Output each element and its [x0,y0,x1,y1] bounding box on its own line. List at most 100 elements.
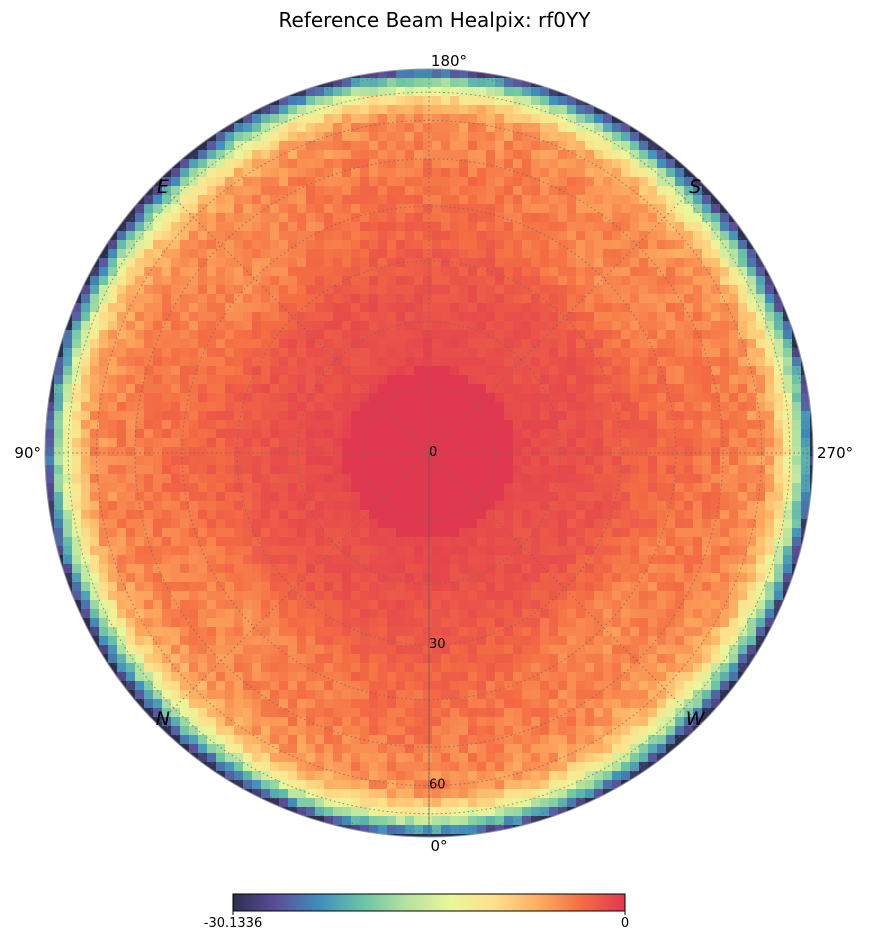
beam-pixel [747,519,757,529]
beam-pixel [576,429,586,439]
beam-pixel [477,195,487,205]
beam-pixel [387,510,397,520]
beam-pixel [531,600,541,610]
beam-pixel [513,555,523,565]
beam-pixel [315,123,325,133]
beam-pixel [63,393,73,403]
beam-pixel [693,645,703,655]
beam-pixel [261,240,271,250]
beam-pixel [594,285,604,295]
beam-pixel [297,339,307,349]
beam-pixel [225,231,235,241]
beam-pixel [720,438,730,448]
beam-pixel [90,546,100,556]
beam-pixel [594,276,604,286]
beam-pixel [495,609,505,619]
beam-pixel [441,645,451,655]
beam-pixel [99,267,109,277]
beam-pixel [549,537,559,547]
beam-pixel [360,249,370,259]
beam-pixel [486,654,496,664]
beam-pixel [126,420,136,430]
beam-pixel [153,456,163,466]
beam-pixel [639,627,649,637]
beam-pixel [747,321,757,331]
beam-pixel [369,375,379,385]
beam-pixel [333,411,343,421]
beam-pixel [810,384,813,394]
beam-pixel [162,663,172,673]
beam-pixel [522,258,532,268]
beam-pixel [90,429,100,439]
beam-pixel [486,168,496,178]
beam-pixel [603,240,613,250]
beam-pixel [288,618,298,628]
beam-pixel [360,672,370,682]
beam-pixel [180,528,190,538]
beam-pixel [414,150,424,160]
beam-pixel [225,384,235,394]
beam-pixel [594,483,604,493]
beam-pixel [288,672,298,682]
beam-pixel [126,429,136,439]
beam-pixel [126,348,136,358]
beam-pixel [522,627,532,637]
beam-pixel [117,609,127,619]
beam-pixel [162,429,172,439]
beam-pixel [450,330,460,340]
beam-pixel [117,672,127,682]
beam-pixel [324,609,334,619]
beam-pixel [360,321,370,331]
beam-pixel [513,276,523,286]
beam-pixel [711,357,721,367]
beam-pixel [180,420,190,430]
beam-pixel [648,492,658,502]
beam-pixel [225,627,235,637]
beam-pixel [531,96,541,106]
beam-pixel [585,339,595,349]
beam-pixel [306,510,316,520]
beam-pixel [144,438,154,448]
beam-pixel [243,582,253,592]
beam-pixel [162,330,172,340]
beam-pixel [495,105,505,115]
beam-pixel [234,384,244,394]
beam-pixel [171,204,181,214]
beam-pixel [513,222,523,232]
beam-pixel [342,591,352,601]
beam-pixel [432,330,442,340]
beam-pixel [171,231,181,241]
beam-pixel [369,483,379,493]
beam-pixel [441,609,451,619]
beam-pixel [459,384,469,394]
beam-pixel [207,654,217,664]
beam-pixel [603,339,613,349]
beam-pixel [522,150,532,160]
beam-pixel [324,654,334,664]
beam-pixel [513,663,523,673]
beam-pixel [324,510,334,520]
beam-pixel [720,267,730,277]
beam-pixel [558,555,568,565]
beam-pixel [459,96,469,106]
beam-pixel [198,384,208,394]
beam-pixel [774,294,784,304]
beam-pixel [279,600,289,610]
beam-pixel [477,177,487,187]
beam-pixel [765,591,775,601]
beam-pixel [594,114,604,124]
beam-pixel [243,636,253,646]
beam-pixel [576,339,586,349]
beam-pixel [288,645,298,655]
beam-pixel [468,105,478,115]
beam-pixel [378,339,388,349]
beam-pixel [333,564,343,574]
beam-pixel [252,411,262,421]
beam-pixel [108,546,118,556]
beam-pixel [432,429,442,439]
beam-pixel [207,312,217,322]
beam-pixel [549,168,559,178]
beam-pixel [531,447,541,457]
beam-pixel [333,375,343,385]
beam-pixel [495,627,505,637]
